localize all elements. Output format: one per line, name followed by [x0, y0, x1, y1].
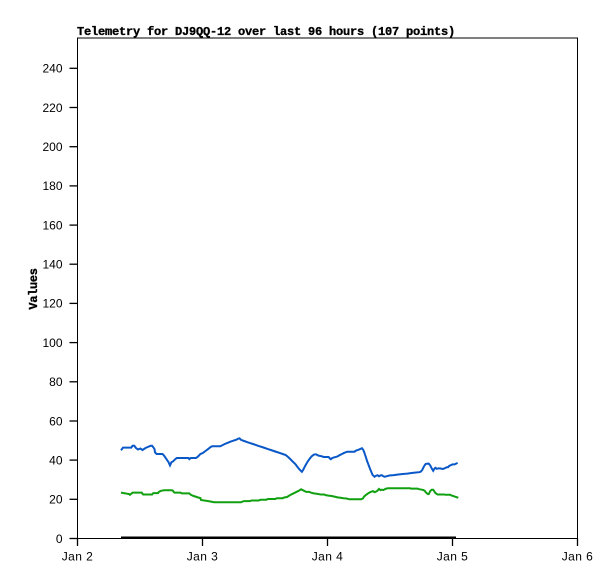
- svg-text:Jan 3: Jan 3: [187, 550, 219, 564]
- svg-text:Jan 2: Jan 2: [62, 550, 94, 564]
- svg-text:100: 100: [42, 336, 62, 350]
- svg-text:Jan 5: Jan 5: [437, 550, 469, 564]
- svg-text:Jan 4: Jan 4: [312, 550, 344, 564]
- svg-text:80: 80: [49, 375, 63, 389]
- svg-text:120: 120: [42, 297, 62, 311]
- svg-text:Telemetry for DJ9QQ-12 over la: Telemetry for DJ9QQ-12 over last 96 hour…: [77, 25, 455, 39]
- svg-text:220: 220: [42, 101, 62, 115]
- svg-text:20: 20: [49, 493, 63, 507]
- svg-text:40: 40: [49, 453, 63, 467]
- svg-text:60: 60: [49, 414, 63, 428]
- svg-text:240: 240: [42, 62, 62, 76]
- svg-text:180: 180: [42, 179, 62, 193]
- svg-text:Jan 6: Jan 6: [562, 550, 594, 564]
- svg-text:200: 200: [42, 140, 62, 154]
- svg-text:160: 160: [42, 218, 62, 232]
- svg-text:0: 0: [56, 532, 63, 546]
- svg-text:140: 140: [42, 258, 62, 272]
- svg-text:Values: Values: [27, 268, 41, 309]
